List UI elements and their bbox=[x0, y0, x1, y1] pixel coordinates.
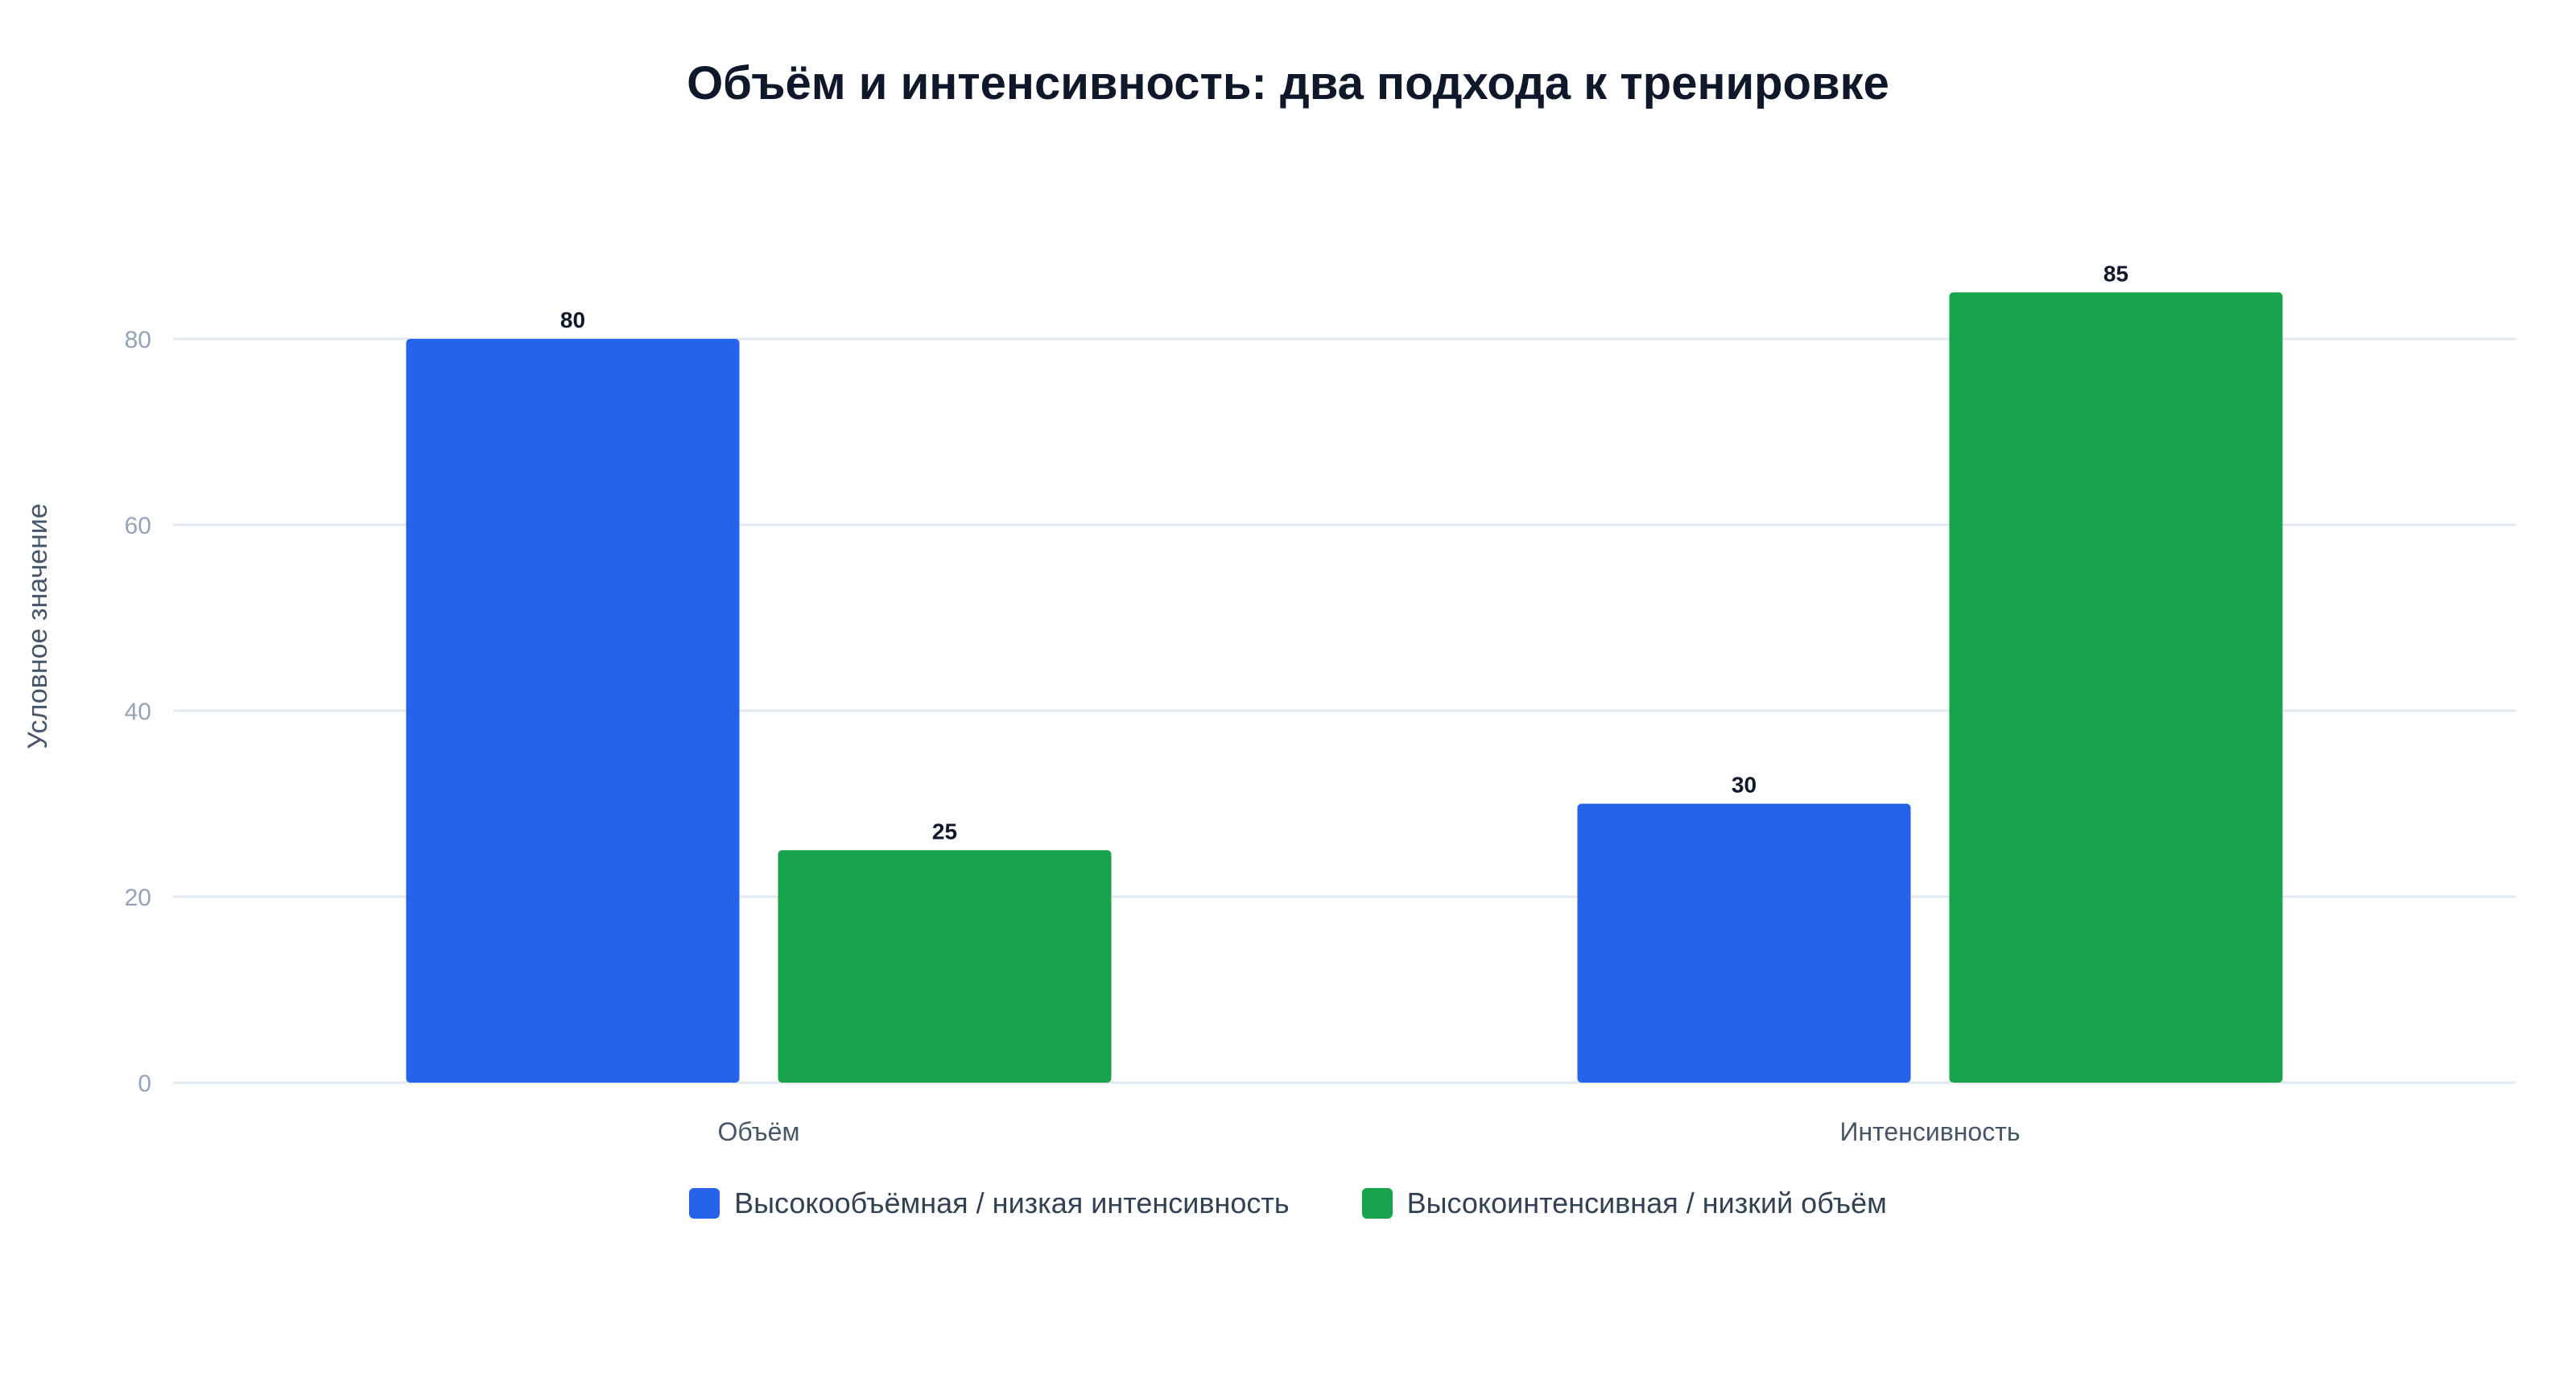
y-tick-label: 80 bbox=[125, 327, 151, 353]
chart-title: Объём и интенсивность: два подхода к тре… bbox=[687, 57, 1889, 109]
legend-label: Высокоинтенсивная / низкий объём bbox=[1406, 1186, 1887, 1219]
bar-intensity-focused-1 bbox=[1949, 292, 2283, 1083]
y-axis-title: Условное значение bbox=[23, 503, 53, 749]
bar-value-label: 30 bbox=[1732, 773, 1757, 798]
legend-item: Высокоинтенсивная / низкий объём bbox=[1361, 1186, 1887, 1220]
bars bbox=[406, 292, 2283, 1083]
y-tick-label: 20 bbox=[125, 885, 151, 911]
bar-value-label: 85 bbox=[2103, 261, 2128, 286]
bar-volume-focused-0 bbox=[406, 339, 740, 1083]
bar-intensity-focused-0 bbox=[778, 850, 1112, 1083]
legend-label: Высокообъёмная / низкая интенсивность bbox=[734, 1186, 1290, 1219]
legend-item: Высокообъёмная / низкая интенсивность bbox=[689, 1186, 1290, 1220]
bar-volume-focused-1 bbox=[1577, 803, 1911, 1083]
y-axis-ticks: 0 20 40 60 80 bbox=[125, 327, 151, 1097]
legend-swatch bbox=[689, 1188, 720, 1219]
bar-value-label: 25 bbox=[932, 819, 957, 844]
legend-swatch bbox=[1361, 1188, 1393, 1219]
x-category-label: Интенсивность bbox=[1839, 1117, 2020, 1146]
data-labels: 80 25 30 85 bbox=[560, 261, 2128, 844]
x-category-label: Объём bbox=[718, 1117, 800, 1146]
y-tick-label: 60 bbox=[125, 513, 151, 539]
legend: Высокообъёмная / низкая интенсивность Выс… bbox=[0, 1186, 2576, 1220]
x-axis-categories: Объём Интенсивность bbox=[718, 1117, 2021, 1146]
bar-value-label: 80 bbox=[560, 307, 585, 332]
y-tick-label: 40 bbox=[125, 699, 151, 725]
y-tick-label: 0 bbox=[138, 1071, 151, 1097]
